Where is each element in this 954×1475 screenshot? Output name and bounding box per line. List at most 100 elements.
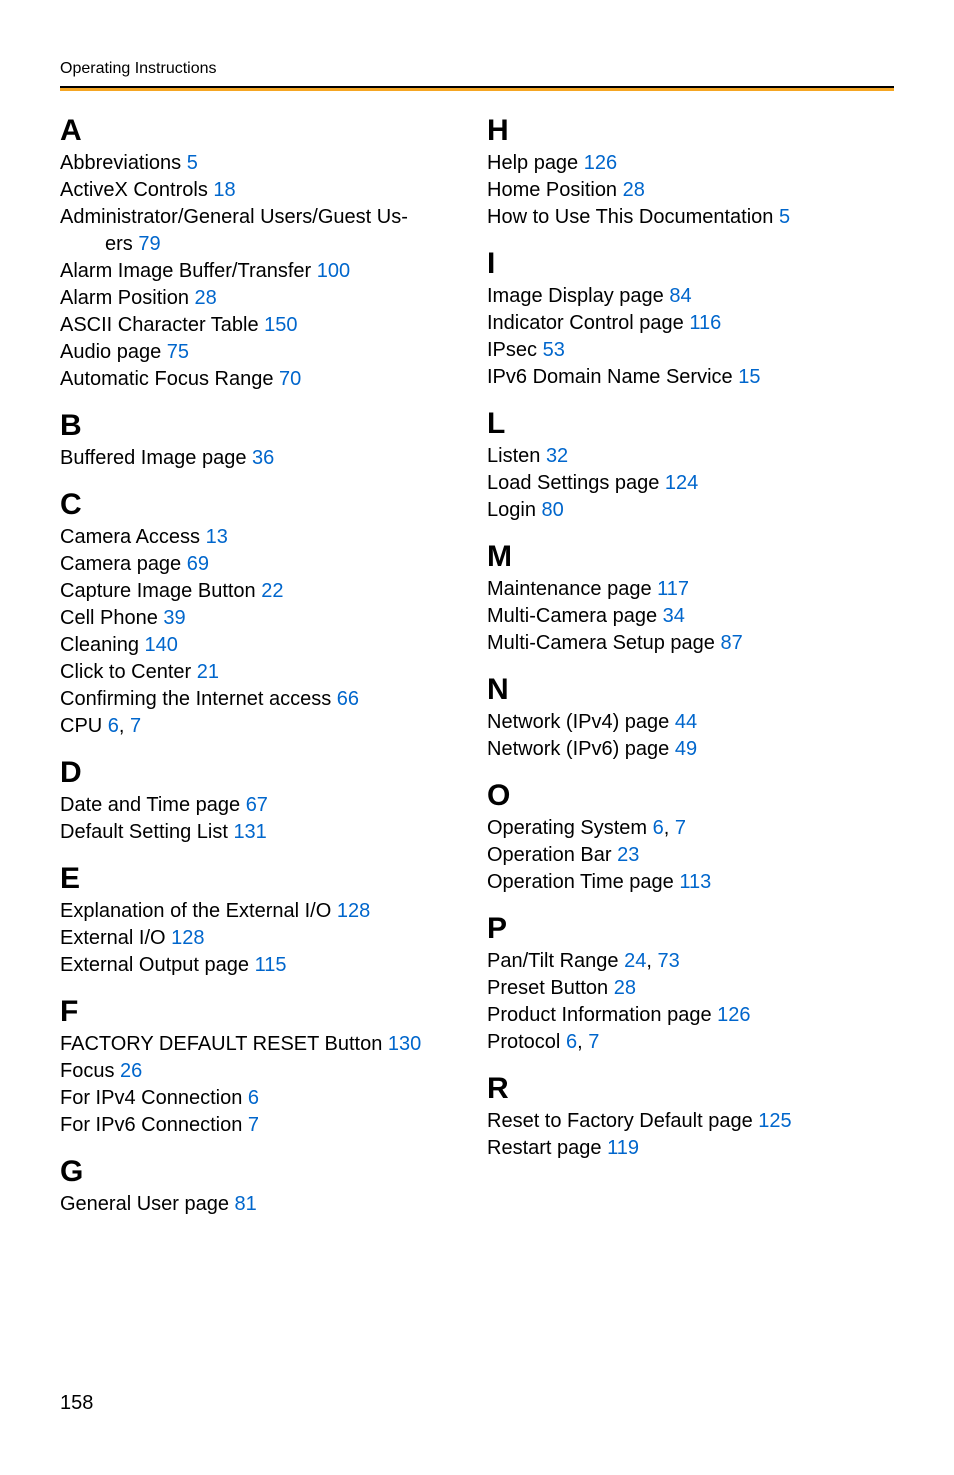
index-page-link[interactable]: 75: [167, 341, 189, 363]
index-page-link[interactable]: 21: [197, 661, 219, 683]
index-page-link[interactable]: 39: [163, 607, 185, 629]
index-entry: Click to Center 21: [60, 659, 467, 686]
index-entry-text: Pan/Tilt Range: [487, 950, 624, 972]
index-entry: Restart page 119: [487, 1135, 894, 1162]
index-page-link[interactable]: 79: [138, 233, 160, 255]
index-entry: Home Position 28: [487, 177, 894, 204]
index-entry-text: Login: [487, 499, 542, 521]
index-entry: Listen 32: [487, 443, 894, 470]
index-entry: CPU 6, 7: [60, 713, 467, 740]
index-page-link[interactable]: 128: [337, 900, 370, 922]
section-letter: I: [487, 249, 894, 279]
index-page-link[interactable]: 6: [653, 817, 664, 839]
index-page-link[interactable]: 116: [689, 312, 721, 334]
index-page-link[interactable]: 125: [758, 1110, 791, 1132]
index-page-link[interactable]: 140: [145, 634, 178, 656]
index-page-link[interactable]: 67: [246, 794, 268, 816]
index-page-link[interactable]: 34: [663, 605, 685, 627]
index-page-link[interactable]: 119: [607, 1137, 639, 1159]
index-page-link[interactable]: 49: [675, 738, 697, 760]
index-entry: Focus 26: [60, 1058, 467, 1085]
index-page-link[interactable]: 128: [171, 927, 204, 949]
index-page-link[interactable]: 124: [665, 472, 698, 494]
index-page-link[interactable]: 5: [779, 206, 790, 228]
index-entry-text: Network (IPv6) page: [487, 738, 675, 760]
index-page-link[interactable]: 80: [542, 499, 564, 521]
index-page-link[interactable]: 150: [264, 314, 297, 336]
index-entry: Confirming the Internet access 66: [60, 686, 467, 713]
index-entry-text: Reset to Factory Default page: [487, 1110, 758, 1132]
index-page-link[interactable]: 69: [187, 553, 209, 575]
index-page-link[interactable]: 84: [669, 285, 691, 307]
index-entry-text: Date and Time page: [60, 794, 246, 816]
index-page-link[interactable]: 36: [252, 447, 274, 469]
index-entry: Camera Access 13: [60, 524, 467, 551]
index-page-link[interactable]: 28: [623, 179, 645, 201]
index-page-link[interactable]: 28: [195, 287, 217, 309]
index-page-link[interactable]: 22: [261, 580, 283, 602]
index-page-link[interactable]: 23: [617, 844, 639, 866]
index-page-link[interactable]: 53: [543, 339, 565, 361]
index-page-link[interactable]: 126: [717, 1004, 750, 1026]
index-entry: Operating System 6, 7: [487, 815, 894, 842]
index-entry-text: ers: [105, 233, 138, 255]
index-page-link[interactable]: 126: [584, 152, 617, 174]
index-entry-text: Automatic Focus Range: [60, 368, 279, 390]
index-entry: Date and Time page 67: [60, 792, 467, 819]
index-page-link[interactable]: 73: [657, 950, 679, 972]
index-entry: IPv6 Domain Name Service 15: [487, 364, 894, 391]
index-page-link[interactable]: 6: [566, 1031, 577, 1053]
index-page-link[interactable]: 66: [337, 688, 359, 710]
index-entry: Indicator Control page 116: [487, 310, 894, 337]
index-entry: Multi-Camera page 34: [487, 603, 894, 630]
index-entry-text: ASCII Character Table: [60, 314, 264, 336]
index-entry-text: Network (IPv4) page: [487, 711, 675, 733]
index-entry-text: Buffered Image page: [60, 447, 252, 469]
index-page-link[interactable]: 6: [108, 715, 119, 737]
index-entry: Reset to Factory Default page 125: [487, 1108, 894, 1135]
index-page-link[interactable]: 7: [248, 1114, 259, 1136]
index-entry-text: For IPv4 Connection: [60, 1087, 248, 1109]
index-page-link[interactable]: 6: [248, 1087, 259, 1109]
index-page-link[interactable]: 100: [317, 260, 350, 282]
section-letter: P: [487, 914, 894, 944]
index-entry-text: Load Settings page: [487, 472, 665, 494]
index-page-link[interactable]: 18: [213, 179, 235, 201]
index-entry-text: Camera page: [60, 553, 187, 575]
index-page-link[interactable]: 24: [624, 950, 646, 972]
index-entry: Login 80: [487, 497, 894, 524]
index-page-link[interactable]: 5: [187, 152, 198, 174]
index-page-link[interactable]: 131: [233, 821, 266, 843]
index-page-link[interactable]: 7: [675, 817, 686, 839]
index-page-link[interactable]: 7: [588, 1031, 599, 1053]
index-entry: Help page 126: [487, 150, 894, 177]
index-page-link[interactable]: 15: [738, 366, 760, 388]
index-page-link[interactable]: 130: [388, 1033, 421, 1055]
index-entry-text: IPv6 Domain Name Service: [487, 366, 738, 388]
section-letter: C: [60, 490, 467, 520]
index-entry: Default Setting List 131: [60, 819, 467, 846]
index-page-link[interactable]: 26: [120, 1060, 142, 1082]
index-page-link[interactable]: 28: [614, 977, 636, 999]
index-entry-text: Listen: [487, 445, 546, 467]
index-entry-text: Camera Access: [60, 526, 206, 548]
index-page-link[interactable]: 13: [206, 526, 228, 548]
index-page-link[interactable]: 115: [255, 954, 287, 976]
index-page-link[interactable]: 7: [130, 715, 141, 737]
index-entry-text: Maintenance page: [487, 578, 657, 600]
index-entry: Alarm Image Buffer/Transfer 100: [60, 258, 467, 285]
section-letter: N: [487, 675, 894, 705]
index-entry: Protocol 6, 7: [487, 1029, 894, 1056]
section-letter: G: [60, 1157, 467, 1187]
index-entry: Cleaning 140: [60, 632, 467, 659]
index-page-link[interactable]: 44: [675, 711, 697, 733]
index-entry-text: Home Position: [487, 179, 623, 201]
index-page-link[interactable]: 81: [235, 1193, 257, 1215]
index-page-link[interactable]: 32: [546, 445, 568, 467]
index-page-link[interactable]: 70: [279, 368, 301, 390]
index-page-link[interactable]: 117: [657, 578, 689, 600]
index-page-link[interactable]: 87: [720, 632, 742, 654]
index-page-link[interactable]: 113: [679, 871, 711, 893]
section-letter: H: [487, 116, 894, 146]
index-entry-text: Focus: [60, 1060, 120, 1082]
